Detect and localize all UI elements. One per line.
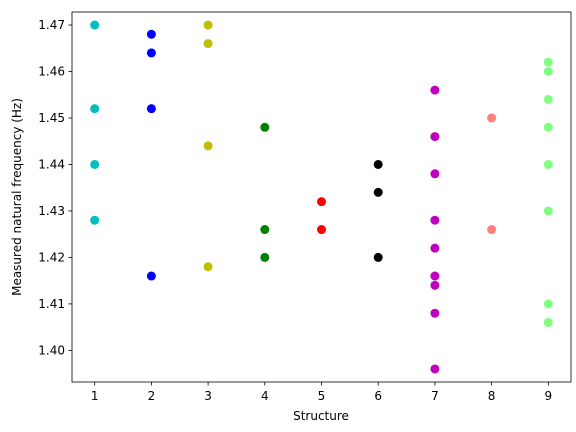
data-point-structure-2 [146, 271, 156, 281]
data-point-structure-1 [90, 104, 100, 114]
x-tick-label: 7 [431, 389, 439, 403]
data-point-structure-6 [373, 159, 383, 169]
data-point-structure-5 [317, 197, 326, 207]
y-axis-label: Measured natural frequency (Hz) [10, 98, 24, 296]
data-point-structure-9 [543, 66, 553, 76]
y-tick-label: 1.42 [38, 250, 65, 264]
x-axis-label: Structure [293, 409, 349, 423]
data-point-structure-9 [543, 122, 553, 132]
data-point-structure-8 [487, 225, 497, 235]
data-point-structure-4 [260, 122, 270, 132]
data-point-structure-9 [543, 206, 553, 216]
data-point-structure-6 [373, 252, 383, 262]
y-tick-label: 1.44 [38, 157, 65, 171]
data-point-structure-7 [430, 169, 440, 179]
data-point-structure-8 [487, 113, 497, 123]
data-point-structure-3 [203, 141, 213, 151]
y-tick-label: 1.40 [38, 343, 65, 357]
data-point-structure-9 [543, 318, 553, 328]
data-point-structure-7 [430, 308, 440, 318]
y-axis: 1.40 1.41 1.42 1.43 1.44 1.45 1.46 1.47 [38, 18, 72, 357]
data-point-structure-7 [430, 243, 440, 253]
data-point-structure-7 [430, 132, 440, 142]
data-point-structure-7 [430, 280, 440, 290]
data-point-structure-2 [146, 29, 156, 39]
data-point-structure-9 [543, 159, 553, 169]
data-point-structure-6 [373, 187, 383, 197]
x-tick-label: 4 [261, 389, 269, 403]
plot-frame [71, 11, 572, 383]
data-points [90, 20, 553, 374]
y-tick-label: 1.41 [38, 297, 65, 311]
x-tick-label: 3 [204, 389, 212, 403]
data-point-structure-9 [543, 299, 553, 309]
data-point-structure-7 [430, 364, 440, 374]
x-axis: 1 2 3 4 5 6 7 8 9 [91, 382, 552, 403]
x-tick-label: 6 [374, 389, 382, 403]
data-point-structure-4 [260, 252, 270, 262]
x-tick-label: 9 [544, 389, 552, 403]
y-tick-label: 1.47 [38, 18, 65, 32]
x-tick-label: 1 [91, 389, 99, 403]
data-point-structure-1 [90, 215, 100, 225]
data-point-structure-7 [430, 85, 440, 95]
data-point-structure-1 [90, 159, 100, 169]
x-tick-label: 5 [318, 389, 326, 403]
data-point-structure-1 [90, 20, 100, 30]
data-point-structure-4 [260, 225, 270, 235]
data-point-structure-5 [317, 225, 326, 235]
x-tick-label: 2 [148, 389, 156, 403]
x-tick-label: 8 [488, 389, 496, 403]
data-point-structure-7 [430, 271, 440, 281]
data-point-structure-2 [146, 104, 156, 114]
y-tick-label: 1.45 [38, 111, 65, 125]
data-point-structure-3 [203, 262, 213, 272]
data-point-structure-2 [146, 48, 156, 58]
data-point-structure-9 [543, 94, 553, 104]
data-point-structure-9 [543, 57, 553, 67]
data-point-structure-3 [203, 39, 213, 49]
y-tick-label: 1.46 [38, 64, 65, 78]
data-point-structure-3 [203, 20, 213, 30]
y-tick-label: 1.43 [38, 204, 65, 218]
data-point-structure-7 [430, 215, 440, 225]
